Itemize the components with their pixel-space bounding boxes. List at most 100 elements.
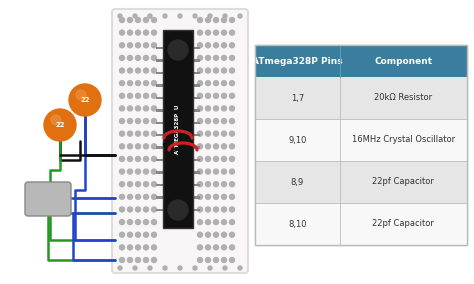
Circle shape (128, 118, 133, 124)
Bar (193, 171, 200, 174)
Circle shape (229, 194, 235, 199)
Bar (156, 122, 163, 124)
Circle shape (198, 144, 202, 149)
Circle shape (221, 18, 227, 22)
Circle shape (163, 266, 167, 270)
Circle shape (213, 182, 219, 187)
Text: Component: Component (374, 57, 432, 66)
Circle shape (221, 131, 227, 136)
Circle shape (221, 118, 227, 124)
Circle shape (118, 266, 122, 270)
Circle shape (152, 131, 156, 136)
Bar (193, 196, 200, 199)
Circle shape (198, 207, 202, 212)
Circle shape (128, 68, 133, 73)
Bar (255, 203, 467, 245)
Circle shape (229, 18, 235, 22)
Circle shape (221, 68, 227, 73)
Circle shape (213, 106, 219, 111)
Circle shape (152, 106, 156, 111)
Circle shape (213, 118, 219, 124)
Circle shape (119, 43, 125, 48)
Circle shape (136, 182, 140, 187)
Bar (193, 109, 200, 112)
Circle shape (148, 266, 152, 270)
Circle shape (213, 194, 219, 199)
Circle shape (136, 55, 140, 60)
Circle shape (152, 156, 156, 161)
Circle shape (198, 106, 202, 111)
Circle shape (213, 245, 219, 250)
Circle shape (152, 232, 156, 237)
Circle shape (206, 169, 210, 174)
FancyBboxPatch shape (25, 182, 71, 216)
Circle shape (118, 14, 122, 18)
Circle shape (136, 156, 140, 161)
Circle shape (206, 43, 210, 48)
Circle shape (152, 258, 156, 262)
Circle shape (229, 245, 235, 250)
Circle shape (229, 81, 235, 86)
Circle shape (136, 131, 140, 136)
Circle shape (136, 93, 140, 98)
Circle shape (119, 131, 125, 136)
Circle shape (213, 169, 219, 174)
Text: 16MHz Crystal Oscillator: 16MHz Crystal Oscillator (352, 135, 455, 145)
Circle shape (152, 194, 156, 199)
Circle shape (119, 55, 125, 60)
Circle shape (229, 55, 235, 60)
Bar (156, 196, 163, 199)
Circle shape (152, 93, 156, 98)
Circle shape (152, 68, 156, 73)
Circle shape (213, 30, 219, 35)
Circle shape (198, 131, 202, 136)
Circle shape (221, 30, 227, 35)
Circle shape (152, 118, 156, 124)
Bar (193, 209, 200, 211)
Circle shape (206, 194, 210, 199)
Circle shape (119, 220, 125, 225)
Circle shape (213, 207, 219, 212)
Bar (156, 97, 163, 99)
Circle shape (119, 232, 125, 237)
Circle shape (119, 30, 125, 35)
Circle shape (229, 131, 235, 136)
Circle shape (229, 220, 235, 225)
Circle shape (119, 68, 125, 73)
Circle shape (128, 220, 133, 225)
Circle shape (128, 30, 133, 35)
Circle shape (128, 232, 133, 237)
Text: 22pf Capacitor: 22pf Capacitor (373, 178, 434, 187)
Circle shape (144, 169, 148, 174)
Circle shape (128, 194, 133, 199)
Bar (193, 72, 200, 74)
Circle shape (119, 258, 125, 262)
Circle shape (213, 144, 219, 149)
Bar (193, 147, 200, 149)
Circle shape (221, 144, 227, 149)
Circle shape (206, 18, 210, 22)
Circle shape (136, 118, 140, 124)
Circle shape (198, 232, 202, 237)
Circle shape (152, 144, 156, 149)
Circle shape (128, 245, 133, 250)
Circle shape (152, 81, 156, 86)
Bar (193, 97, 200, 99)
Circle shape (119, 18, 125, 22)
Bar (156, 84, 163, 87)
Bar (156, 159, 163, 161)
Circle shape (136, 258, 140, 262)
Circle shape (221, 169, 227, 174)
Circle shape (119, 118, 125, 124)
Circle shape (119, 156, 125, 161)
Circle shape (128, 258, 133, 262)
Circle shape (128, 81, 133, 86)
Circle shape (144, 55, 148, 60)
Circle shape (152, 55, 156, 60)
Circle shape (144, 131, 148, 136)
Circle shape (198, 169, 202, 174)
Circle shape (213, 43, 219, 48)
Bar (255, 77, 467, 119)
Circle shape (178, 14, 182, 18)
Circle shape (238, 266, 242, 270)
